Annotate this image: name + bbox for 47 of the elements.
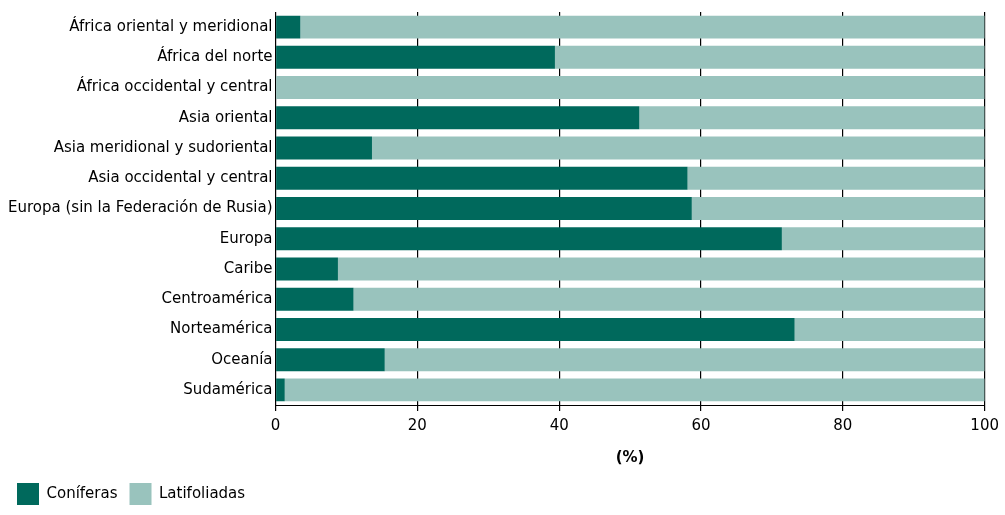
bar bbox=[276, 287, 354, 311]
bar bbox=[384, 348, 985, 372]
x-tick-label: 100 bbox=[970, 415, 1000, 434]
y-tick-label: Europa bbox=[219, 228, 273, 247]
x-axis-title: (%) bbox=[615, 447, 645, 466]
bar bbox=[691, 197, 985, 220]
y-tick-label: Norteamérica bbox=[170, 319, 273, 338]
bar bbox=[276, 45, 555, 69]
y-tick-label: Asia oriental bbox=[178, 107, 273, 126]
y-tick-label: Oceanía bbox=[211, 349, 273, 368]
bar bbox=[687, 166, 985, 190]
x-tick-label: 60 bbox=[691, 415, 711, 434]
x-tick-label: 20 bbox=[407, 415, 427, 434]
bar bbox=[284, 378, 985, 402]
x-tick-label: 80 bbox=[833, 415, 853, 434]
bar bbox=[353, 287, 985, 311]
y-tick-label: Sudamérica bbox=[183, 379, 273, 398]
bar bbox=[276, 76, 985, 100]
bar bbox=[337, 257, 985, 281]
y-tick-label: África occidental y central bbox=[76, 76, 273, 96]
bar bbox=[276, 378, 285, 402]
bar bbox=[276, 136, 372, 160]
x-tick-label: 40 bbox=[549, 415, 569, 434]
bar bbox=[794, 317, 985, 341]
y-tick-label: Europa (sin la Federación de Rusia) bbox=[8, 198, 273, 217]
y-tick-label: África oriental y meridional bbox=[69, 16, 273, 36]
y-tick-label: Asia occidental y central bbox=[88, 168, 273, 187]
bar bbox=[276, 317, 795, 341]
bar bbox=[276, 15, 301, 39]
bar bbox=[276, 348, 385, 372]
y-tick-label: Asia meridional y sudoriental bbox=[53, 137, 273, 156]
bar bbox=[554, 45, 985, 69]
legend-label: Latifoliadas bbox=[159, 483, 246, 502]
y-tick-label: África del norte bbox=[157, 46, 273, 66]
y-tick-label: Caribe bbox=[223, 258, 273, 277]
bar bbox=[300, 15, 985, 39]
x-tick-label: 0 bbox=[270, 415, 281, 434]
bar bbox=[276, 197, 692, 220]
bar bbox=[276, 227, 782, 251]
bar bbox=[276, 166, 688, 190]
bar bbox=[371, 136, 985, 160]
y-tick-label: Centroamérica bbox=[161, 289, 273, 308]
bar bbox=[639, 106, 985, 130]
bar bbox=[276, 257, 338, 281]
bar bbox=[781, 227, 985, 251]
legend-label: Coníferas bbox=[46, 483, 118, 502]
bar bbox=[276, 106, 640, 130]
